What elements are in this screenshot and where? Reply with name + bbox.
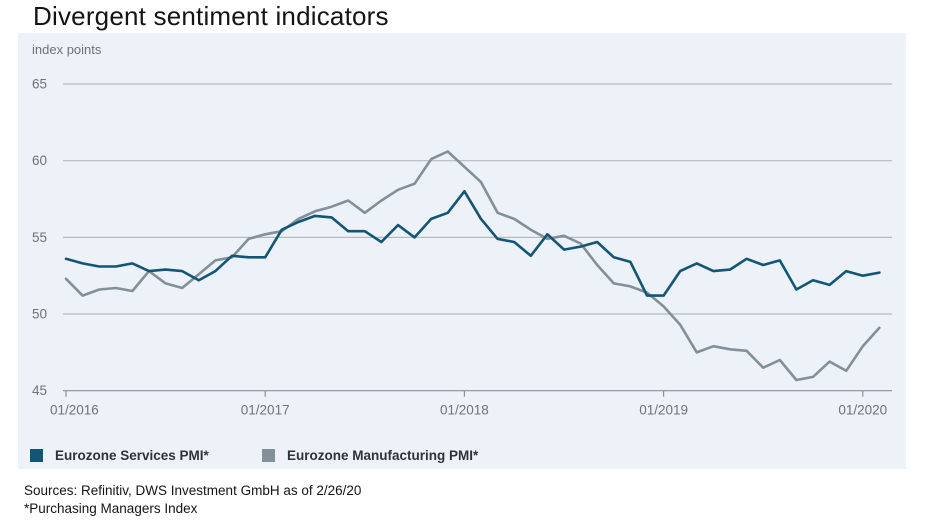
- manufacturing-line: [64, 150, 881, 382]
- chart-footer: Sources: Refinitiv, DWS Investment GmbH …: [24, 482, 361, 518]
- y-tick-label: 55: [32, 230, 47, 245]
- sources-line: Sources: Refinitiv, DWS Investment GmbH …: [24, 483, 362, 498]
- services-line: [64, 190, 881, 297]
- manufacturing-legend-label: Eurozone Manufacturing PMI*: [287, 447, 479, 463]
- footnote-line: *Purchasing Managers Index: [24, 501, 198, 516]
- manufacturing-legend-swatch: [262, 448, 275, 462]
- x-tick-label: 01/2018: [440, 403, 489, 418]
- y-tick-label: 65: [32, 77, 47, 92]
- x-tick-label: 01/2020: [838, 403, 887, 418]
- page-title: Divergent sentiment indicators: [33, 1, 389, 31]
- legend-item-manufacturing: Eurozone Manufacturing PMI*: [262, 447, 478, 463]
- legend-item-services: Eurozone Services PMI*: [30, 447, 209, 463]
- services-legend-swatch: [30, 448, 43, 462]
- x-tick-label: 01/2016: [50, 403, 99, 418]
- services-legend-label: Eurozone Services PMI*: [55, 447, 209, 463]
- y-tick-label: 45: [32, 383, 47, 398]
- y-axis-unit-label: index points: [32, 42, 102, 57]
- chart-legend: Eurozone Services PMI* Eurozone Manufact…: [18, 447, 906, 469]
- x-tick-label: 01/2019: [639, 403, 688, 418]
- chart-panel: 65 60 55 50 45 01/2016 01/2017 01/2018 01/2019 01…: [18, 33, 906, 469]
- y-tick-label: 60: [32, 153, 47, 168]
- x-tick-label: 01/2017: [241, 403, 290, 418]
- y-tick-label: 50: [32, 307, 47, 322]
